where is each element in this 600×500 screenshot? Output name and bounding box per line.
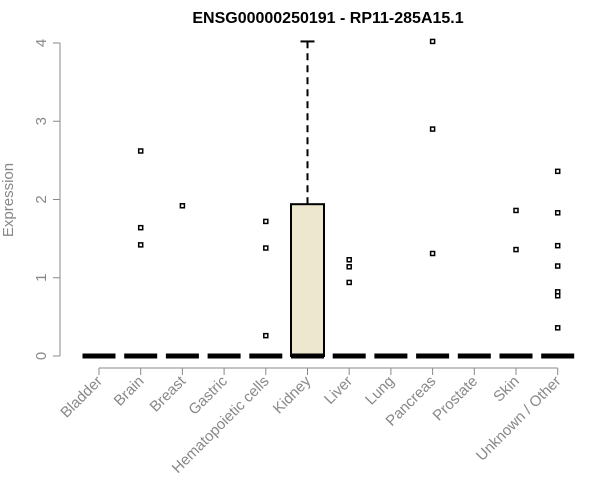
box-pancreas — [416, 38, 450, 359]
y-tick-label: 1 — [33, 274, 50, 282]
y-tick-label: 0 — [33, 352, 50, 360]
box-kidney — [290, 40, 325, 359]
outlier-point — [179, 203, 186, 209]
outlier-point — [554, 325, 561, 331]
x-tick-label-brain: Brain — [111, 373, 148, 410]
outlier-point — [346, 257, 352, 263]
y-tick-label: 4 — [33, 39, 50, 47]
outlier-point — [554, 168, 561, 175]
outlier-point — [263, 332, 269, 339]
outlier-point — [554, 263, 561, 269]
outlier-point — [346, 279, 352, 286]
box-hematopoietic-cells — [249, 218, 283, 359]
x-tick-label-prostate: Prostate — [430, 373, 482, 425]
outlier-point — [554, 242, 561, 249]
outlier-point — [263, 245, 269, 251]
outlier-point — [429, 38, 436, 45]
outlier-point — [137, 242, 144, 248]
outlier-point — [263, 218, 269, 225]
outlier-point — [513, 207, 519, 214]
box-brain — [124, 148, 158, 359]
x-tick-label-liver: Liver — [321, 373, 356, 408]
chart-title: ENSG00000250191 - RP11-285A15.1 — [192, 10, 463, 27]
outlier-point — [137, 224, 144, 231]
outlier-point — [554, 210, 561, 216]
y-axis: 0 1 2 3 4 — [33, 39, 61, 360]
x-tick-label-bladder: Bladder — [57, 373, 106, 422]
box-breast — [165, 203, 199, 359]
box-unknown-other — [541, 168, 575, 359]
box-liver — [332, 257, 366, 359]
y-tick-label: 3 — [33, 117, 50, 125]
x-tick-label-skin: Skin — [490, 373, 523, 406]
x-tick-label-kidney: Kidney — [270, 372, 315, 417]
outlier-point — [346, 264, 352, 270]
outlier-point — [429, 126, 436, 132]
outlier-point — [554, 292, 561, 299]
outlier-point — [137, 148, 144, 154]
outlier-point — [513, 246, 519, 253]
x-tick-label-lung: Lung — [362, 373, 398, 409]
box-skin — [499, 207, 533, 359]
x-tick-label-breast: Breast — [147, 372, 190, 415]
y-axis-label: Expression — [0, 163, 17, 237]
iqr-box — [290, 203, 325, 357]
y-tick-label: 2 — [33, 195, 50, 203]
plot-area — [82, 38, 575, 359]
outlier-point — [429, 250, 436, 257]
